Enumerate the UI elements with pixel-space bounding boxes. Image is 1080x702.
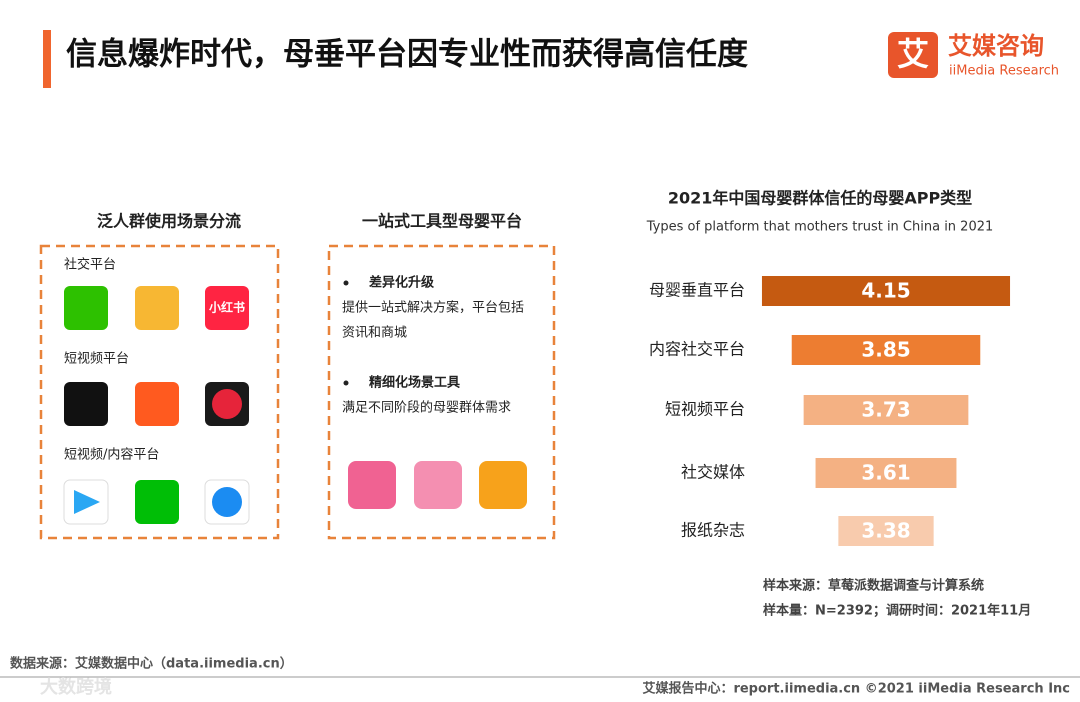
bar [803,395,969,425]
icon-app [414,461,462,509]
icon-douyin [64,382,108,426]
footer-source: 数据来源：艾媒数据中心（data.iimedia.cn） [10,656,293,672]
left-panel-box [39,244,280,540]
group-label: 社交平台 [64,257,116,273]
value-label: 3.61 [861,461,910,485]
bar [761,276,1011,306]
note: 样本量：N=2392；调研时间：2021年11月 [763,603,1031,619]
watermark: 大数跨境 [40,676,112,698]
icon-app [479,461,527,509]
chart-subtitle: Types of platform that mothers trust in … [646,220,994,235]
icon-video-dot [212,389,242,419]
item-line: 提供一站式解决方案，平台包括 [342,300,524,316]
bar [815,458,957,488]
left-panel-title: 泛人群使用场景分流 [97,212,241,231]
middle-panel-title: 一站式工具型母婴平台 [362,212,522,231]
icon-play [74,490,100,514]
bullet [343,380,349,386]
title-accent [43,30,51,88]
logo-en: iiMedia Research [949,64,1059,79]
icon-weibo [135,286,179,330]
icon-kuaishou [135,382,179,426]
group-label: 短视频/内容平台 [64,447,159,463]
item-line: 满足不同阶段的母婴群体需求 [342,400,511,416]
category-label: 社交媒体 [681,463,745,482]
item-heading: 差异化升级 [369,275,435,291]
value-label: 3.85 [861,338,910,362]
note: 样本来源：草莓派数据调查与计算系统 [763,578,984,594]
logo-cn: 艾媒咨询 [948,32,1044,60]
icon-wechat [64,286,108,330]
icon-iqiyi [135,480,179,524]
bar [838,516,934,546]
page-title: 信息爆炸时代，母垂平台因专业性而获得高信任度 [66,37,748,73]
group-label: 短视频平台 [64,352,129,367]
icon-app [348,461,396,509]
middle-panel-box [327,244,556,540]
icon-youku-dot [212,487,242,517]
logo-mark: 艾 [897,35,929,73]
bar [791,335,981,365]
bullet [343,280,349,286]
logo-mark-bg [888,32,938,78]
item-line: 资讯和商城 [342,326,407,341]
chart-title: 2021年中国母婴群体信任的母婴APP类型 [668,189,972,208]
item-heading: 精细化场景工具 [369,375,460,391]
footer-right: 艾媒报告中心：report.iimedia.cn ©2021 iiMedia R… [642,681,1070,697]
category-label: 短视频平台 [665,400,745,419]
icon-text: 小红书 [209,300,245,315]
category-label: 报纸杂志 [681,521,745,540]
category-label: 内容社交平台 [649,340,745,359]
value-label: 4.15 [861,279,910,303]
value-label: 3.73 [861,398,910,422]
icon-xiaohongshu [205,286,249,330]
value-label: 3.38 [861,519,910,543]
category-label: 母婴垂直平台 [649,281,745,300]
